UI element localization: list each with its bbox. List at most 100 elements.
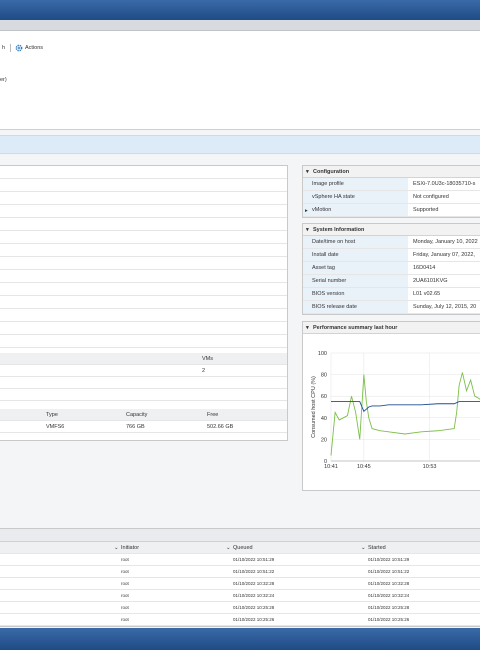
row: [0, 218, 287, 231]
sub-bar: [0, 20, 480, 31]
y-tick-label: 80: [321, 373, 327, 379]
task-row: root 01/10/2022 10:51:22 01/10/2022 10:51:…: [0, 566, 480, 578]
cell-text: root: [121, 557, 129, 562]
column-header[interactable]: Started: [368, 545, 386, 551]
cell-text: 01/10/2022 10:51:29: [233, 557, 275, 562]
label-cell: [303, 275, 408, 287]
cell-text: 766 GB: [126, 424, 145, 430]
expander[interactable]: ▸: [305, 208, 308, 214]
row: 2: [0, 365, 287, 377]
row: vSphere HA state Not configured: [303, 191, 480, 204]
cell-text: 502.66 GB: [207, 424, 234, 430]
y-tick-label: 40: [321, 416, 327, 422]
row: Date/time on host Monday, January 10, 202…: [303, 236, 480, 249]
panel-header[interactable]: ▾ Configuration: [303, 166, 480, 178]
row: [0, 377, 287, 389]
column-header[interactable]: Queued: [233, 545, 253, 551]
row-label: Serial number: [312, 278, 347, 284]
x-tick-label: 10:53: [423, 464, 437, 470]
refresh-button[interactable]: h: [2, 45, 6, 51]
row-label: BIOS release date: [312, 304, 357, 310]
row: BIOS version L01 v02.65: [303, 288, 480, 301]
recent-tasks-panel: ⌄ Initiator ⌄ Queued ⌄ Started root 01/10/2022 …: [0, 528, 480, 627]
row-value: Monday, January 10, 2022: [413, 239, 478, 245]
cell-text: 01/10/2022 10:51:29: [368, 557, 410, 562]
configuration-panel: ▾ Configuration Image profile ESXi-7.0U3c-…: [302, 165, 480, 218]
row-label: vSphere HA state: [312, 194, 355, 200]
row-value: Not configured: [413, 194, 449, 200]
cell-text: 01/10/2022 10:25:26: [233, 617, 275, 622]
cell-text: root: [121, 569, 129, 574]
label-cell: [303, 204, 408, 216]
column-header[interactable]: Initiator: [121, 545, 140, 551]
column-header: Free: [207, 412, 219, 418]
chart: 0 20 40 60 80 100 10:41 10:45 10:53 Consumed host…: [311, 351, 480, 470]
gear-icon: [15, 44, 23, 52]
panel-header[interactable]: ▾ System Information: [303, 224, 480, 236]
cell-text: root: [121, 581, 129, 586]
panel-title: Performance summary last hour: [313, 325, 398, 331]
row-value: L01 v02.65: [413, 291, 441, 297]
row: BIOS release date Sunday, July 12, 2015, …: [303, 301, 480, 314]
row: vMotion Supported: [303, 204, 480, 217]
row: [0, 257, 287, 270]
row: [0, 309, 287, 322]
row-label: Install date: [312, 252, 339, 258]
y-tick-label: 60: [321, 394, 327, 400]
task-row: root 01/10/2022 10:32:28 01/10/2022 10:32:…: [0, 578, 480, 590]
separator: [10, 44, 11, 52]
column-header: Capacity: [126, 412, 148, 418]
label-cell: [303, 249, 408, 261]
cell-text: 01/10/2022 10:25:28: [233, 605, 275, 610]
subtitle: er): [0, 77, 7, 83]
cell-text: VMFS6: [46, 424, 65, 430]
row-value: 16D0414: [413, 265, 436, 271]
task-row: root 01/10/2022 10:25:28 01/10/2022 10:25:…: [0, 602, 480, 614]
cell-text: 01/10/2022 10:32:28: [368, 581, 410, 586]
data-line: [330, 372, 480, 456]
y-tick-label: 100: [318, 351, 327, 357]
system-information-panel: ▾ System Information Date/time on host Mon…: [302, 223, 480, 315]
row: [0, 283, 287, 296]
cell-text: 01/10/2022 10:25:26: [368, 617, 410, 622]
row: Asset tag 16D0414: [303, 262, 480, 275]
chevron: ▾: [306, 227, 309, 233]
table-header: ⌄ Initiator ⌄ Queued ⌄ Started: [0, 542, 480, 554]
sort-chevron: ⌄: [361, 545, 366, 551]
row: [0, 166, 287, 179]
panel-header[interactable]: ▾ Performance summary last hour: [303, 322, 480, 334]
chevron: ▾: [306, 169, 309, 175]
row-value: 2UA6101KVG: [413, 278, 448, 284]
x-tick-label: 10:45: [357, 464, 371, 470]
row-value: Sunday, July 12, 2015, 20: [413, 304, 477, 310]
row: [0, 296, 287, 309]
row-value: Supported: [413, 207, 439, 213]
header-area: h Actions er): [0, 31, 480, 130]
row: [0, 179, 287, 192]
label-cell: [303, 288, 408, 300]
label-cell: [303, 236, 408, 248]
row: [0, 322, 287, 335]
cell-text: 01/10/2022 10:32:24: [368, 593, 410, 598]
label-cell: [303, 178, 408, 190]
row: [0, 270, 287, 283]
task-row: root 01/10/2022 10:25:26 01/10/2022 10:25:…: [0, 614, 480, 626]
bottom-bar: [0, 628, 480, 650]
cell-text: 2: [202, 368, 206, 374]
cell-text: 01/10/2022 10:51:22: [233, 569, 275, 574]
chevron: ▾: [306, 325, 309, 331]
row: [0, 205, 287, 218]
y-tick-label: 20: [321, 437, 327, 443]
row-value: ESXi-7.0U3c-18035710-s: [413, 181, 476, 187]
label-cell: [303, 301, 408, 313]
task-row: root 01/10/2022 10:51:29 01/10/2022 10:51:…: [0, 554, 480, 566]
column-header: Type: [46, 412, 58, 418]
cell-text: 01/10/2022 10:25:28: [368, 605, 410, 610]
cell-text: 01/10/2022 10:32:28: [233, 581, 275, 586]
data-line: [331, 401, 480, 413]
cell-text: root: [121, 605, 129, 610]
table-header: Type Capacity Free: [0, 409, 287, 421]
y-tick-label: 0: [324, 459, 327, 465]
actions-button[interactable]: Actions: [25, 45, 44, 51]
row: Image profile ESXi-7.0U3c-18035710-s: [303, 178, 480, 191]
